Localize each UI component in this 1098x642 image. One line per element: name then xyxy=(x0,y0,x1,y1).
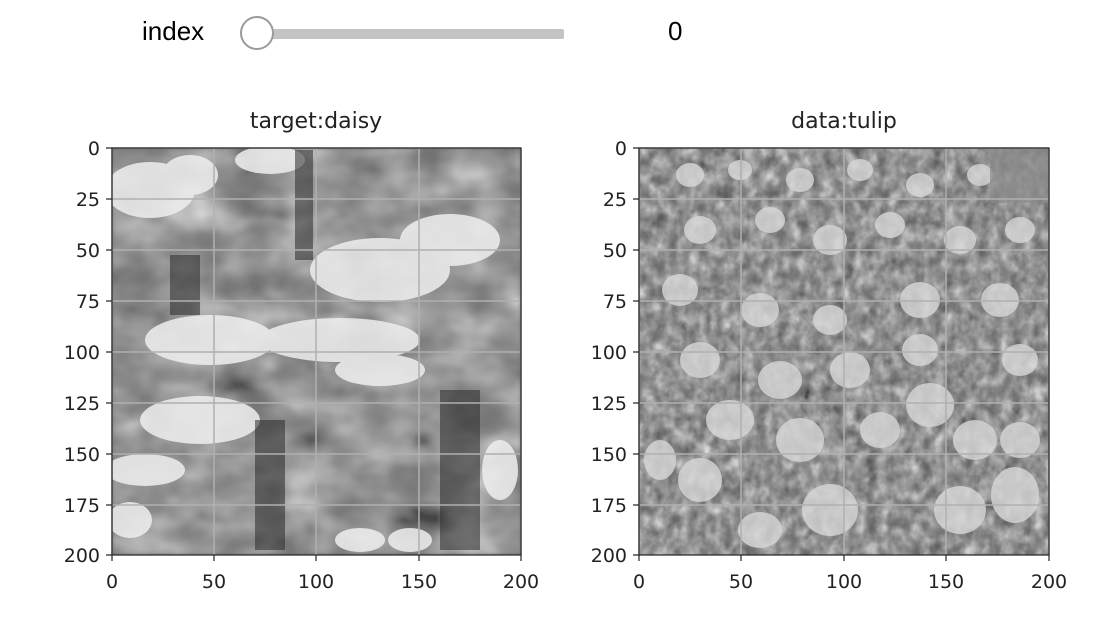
y-tick-label: 175 xyxy=(591,495,627,517)
slider-track[interactable] xyxy=(256,29,564,39)
y-tick-label: 200 xyxy=(64,545,100,567)
y-tick-label: 200 xyxy=(591,545,627,567)
y-tick-label: 150 xyxy=(64,444,100,466)
y-tick-label: 125 xyxy=(591,393,627,415)
y-tick-label: 175 xyxy=(64,495,100,517)
subplot-title: data:tulip xyxy=(791,109,897,134)
subplot-data: data:tulip xyxy=(591,109,1067,593)
x-tick-label: 50 xyxy=(729,571,753,593)
index-slider-widget: index 0 xyxy=(0,0,1098,70)
y-tick-label: 75 xyxy=(76,291,100,313)
slider-value-readout: 0 xyxy=(668,16,683,46)
x-tick-label: 0 xyxy=(106,571,118,593)
slider-handle[interactable] xyxy=(240,16,274,50)
y-tick-label: 25 xyxy=(603,189,627,211)
y-tick-label: 150 xyxy=(591,444,627,466)
y-tick-label: 75 xyxy=(603,291,627,313)
y-tick-label: 100 xyxy=(64,342,100,364)
y-tick-label: 25 xyxy=(76,189,100,211)
y-tick-label: 50 xyxy=(76,240,100,262)
slider-label: index xyxy=(142,16,205,46)
grid-lines xyxy=(638,147,1050,555)
daisy-image xyxy=(112,148,521,555)
y-tick-label: 50 xyxy=(603,240,627,262)
x-tick-label: 150 xyxy=(928,571,964,593)
x-tick-label: 200 xyxy=(1031,571,1067,593)
y-tick-label: 0 xyxy=(88,138,100,160)
subplot-title: target:daisy xyxy=(250,109,382,134)
x-tick-label: 200 xyxy=(503,571,539,593)
x-tick-label: 100 xyxy=(298,571,334,593)
x-tick-label: 100 xyxy=(826,571,862,593)
x-tick-label: 150 xyxy=(401,571,437,593)
y-tick-label: 100 xyxy=(591,342,627,364)
x-tick-label: 50 xyxy=(202,571,226,593)
y-tick-label: 0 xyxy=(615,138,627,160)
subplot-target: target:daisy xyxy=(64,109,539,593)
x-tick-label: 0 xyxy=(633,571,645,593)
y-tick-label: 125 xyxy=(64,393,100,415)
